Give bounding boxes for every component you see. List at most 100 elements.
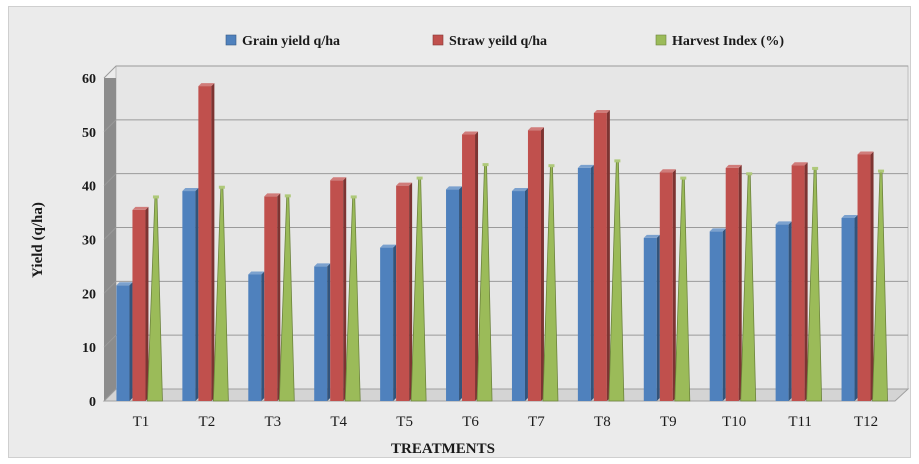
bar-top xyxy=(775,221,792,225)
x-tick-label: T12 xyxy=(854,414,878,430)
bar xyxy=(182,191,196,401)
bar-top xyxy=(878,169,885,173)
bar xyxy=(462,134,476,401)
bar-top xyxy=(482,163,489,167)
bar xyxy=(132,209,146,401)
y-axis-ticks: 0 10 20 30 40 50 60 xyxy=(82,72,96,410)
gridline-side xyxy=(103,334,117,348)
x-axis-title: TREATMENTS xyxy=(391,441,495,457)
bar-top xyxy=(218,185,225,189)
bar-side xyxy=(327,263,331,401)
bar-top xyxy=(725,164,742,168)
bar-top xyxy=(416,176,423,180)
side-wall xyxy=(104,78,116,401)
y-tick-label: 30 xyxy=(82,234,96,249)
bar-side xyxy=(524,188,528,401)
gridline-side xyxy=(103,119,117,133)
bar-top xyxy=(198,83,215,87)
bar-side xyxy=(343,177,347,401)
bar xyxy=(775,224,789,401)
bar-top xyxy=(841,214,858,218)
bar xyxy=(725,167,739,401)
bar-top xyxy=(746,172,753,176)
bar xyxy=(314,266,328,401)
bar xyxy=(841,217,855,401)
gridline-side xyxy=(103,388,117,402)
bar-side xyxy=(129,282,133,401)
x-axis-ticks: T1 T2 T3 T4 T5 T6 T7 T8 T9 T10 T11 T12 xyxy=(133,414,879,430)
bar-top xyxy=(132,206,149,210)
gridline-side xyxy=(103,280,117,294)
bar-side xyxy=(393,244,397,401)
bar xyxy=(198,86,212,401)
bars xyxy=(116,83,888,402)
bar-side xyxy=(211,83,215,401)
bar-top xyxy=(812,166,819,170)
bar-top xyxy=(659,169,676,173)
x-tick-label: T10 xyxy=(722,414,746,430)
y-tick-label: 60 xyxy=(82,72,96,87)
y-axis-title: Yield (q/ha) xyxy=(30,202,46,278)
bar-top xyxy=(396,182,413,186)
bar-side xyxy=(459,186,463,401)
bar xyxy=(577,167,591,401)
x-tick-label: T4 xyxy=(330,414,347,430)
x-tick-label: T2 xyxy=(199,414,216,430)
gridline-side xyxy=(103,227,117,240)
bar xyxy=(791,165,805,401)
bar-top xyxy=(182,188,199,192)
bar-top xyxy=(350,195,357,199)
bar-side xyxy=(606,109,610,401)
y-tick-label: 50 xyxy=(82,126,96,141)
chart-legend: Grain yield q/ha Straw yeild q/ha Harvest … xyxy=(225,34,784,49)
bar xyxy=(857,154,871,401)
bar-side xyxy=(409,182,413,401)
bar-top xyxy=(152,195,159,199)
bar-side xyxy=(195,188,199,401)
bar xyxy=(330,180,344,401)
x-tick-label: T11 xyxy=(788,414,812,430)
bar-side xyxy=(475,131,479,401)
bar-top xyxy=(593,109,610,113)
bar-top xyxy=(314,263,331,267)
bar-top xyxy=(709,228,726,232)
x-tick-label: T8 xyxy=(594,414,611,430)
x-tick-label: T9 xyxy=(660,414,677,430)
bar-side xyxy=(656,234,660,401)
x-tick-label: T1 xyxy=(133,414,150,430)
bar xyxy=(116,285,130,401)
bar-side xyxy=(672,169,676,401)
x-tick-label: T3 xyxy=(264,414,281,430)
bar-top xyxy=(330,177,347,181)
bar xyxy=(593,112,607,401)
gridline-side xyxy=(103,65,117,79)
bar-side xyxy=(804,162,808,401)
bar xyxy=(511,191,525,401)
y-tick-label: 10 xyxy=(82,341,96,356)
legend-label: Grain yield q/ha xyxy=(242,34,340,49)
bar xyxy=(446,189,460,401)
bar-side xyxy=(277,193,281,401)
bar-side xyxy=(722,228,726,401)
bar-top xyxy=(264,193,281,197)
x-tick-label: T5 xyxy=(396,414,413,430)
bar-side xyxy=(590,164,594,401)
legend-swatch xyxy=(225,34,237,46)
bar-top xyxy=(284,194,291,198)
bar-side xyxy=(540,127,544,402)
bar-side xyxy=(788,221,792,401)
x-tick-label: T7 xyxy=(528,414,545,430)
bar-side xyxy=(738,164,742,401)
bar-top xyxy=(380,244,397,248)
bar xyxy=(380,247,394,401)
legend-swatch xyxy=(655,34,667,46)
legend-label: Harvest Index (%) xyxy=(672,34,784,49)
bar-top xyxy=(511,188,528,192)
bar-side xyxy=(870,151,874,401)
bar xyxy=(396,185,410,401)
bar xyxy=(248,274,262,401)
x-tick-label: T6 xyxy=(462,414,479,430)
y-tick-label: 0 xyxy=(89,395,96,410)
gridline-side xyxy=(103,173,117,187)
